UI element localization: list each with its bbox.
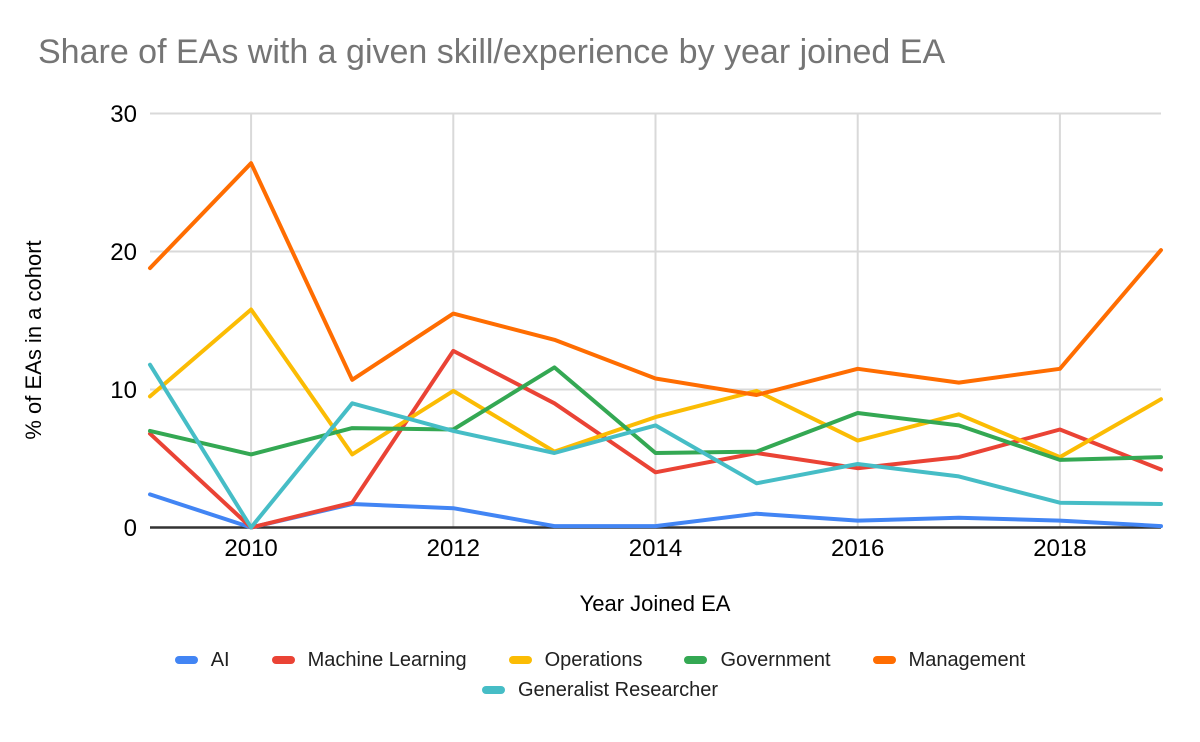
legend-row-1: AI Machine Learning Operations Government Ma… (0, 646, 1200, 674)
legend-item-government: Government (684, 648, 831, 672)
x-tick-label-2018: 2018 (1033, 535, 1086, 562)
legend-label-ai: AI (210, 648, 230, 671)
legend-swatch-management-icon (872, 656, 896, 664)
x-tick-label-2012: 2012 (427, 535, 480, 562)
y-axis-title: % of EAs in a cohort (21, 240, 46, 440)
x-tick-label-2016: 2016 (831, 535, 884, 562)
series-line-operations (148, 307, 1163, 460)
series-line-machine-learning (148, 348, 1163, 530)
y-tick-label-30: 30 (110, 101, 137, 128)
x-tick-label-2010: 2010 (224, 535, 277, 562)
series-line-generalist-researcher (148, 362, 1163, 530)
x-axis-title: Year Joined EA (579, 591, 731, 616)
legend-swatch-machine-learning-icon (271, 656, 295, 664)
chart-title: Share of EAs with a given skill/experien… (38, 33, 946, 71)
legend-swatch-ai-icon (174, 656, 198, 664)
y-tick-label-20: 20 (110, 239, 137, 266)
legend-label-generalist-researcher: Generalist Researcher (517, 678, 719, 701)
legend-label-government: Government (720, 648, 831, 671)
legend-item-management: Management (872, 648, 1026, 672)
legend-label-operations: Operations (544, 648, 643, 671)
legend-item-operations: Operations (508, 648, 643, 672)
legend-swatch-government-icon (684, 656, 708, 664)
x-tick-label-2014: 2014 (629, 535, 682, 562)
series-line-management (148, 161, 1163, 397)
legend-item-ai: AI (174, 648, 230, 672)
y-tick-label-10: 10 (110, 377, 137, 404)
legend-item-generalist-researcher: Generalist Researcher (481, 678, 719, 702)
series-line-government (148, 365, 1163, 462)
legend-row-2: Generalist Researcher (0, 676, 1200, 704)
legend-item-machine-learning: Machine Learning (271, 648, 467, 672)
legend-swatch-generalist-researcher-icon (481, 686, 505, 694)
legend-swatch-operations-icon (508, 656, 532, 664)
legend-label-machine-learning: Machine Learning (307, 648, 467, 671)
y-tick-label-0: 0 (124, 515, 137, 542)
legend-label-management: Management (908, 648, 1026, 671)
